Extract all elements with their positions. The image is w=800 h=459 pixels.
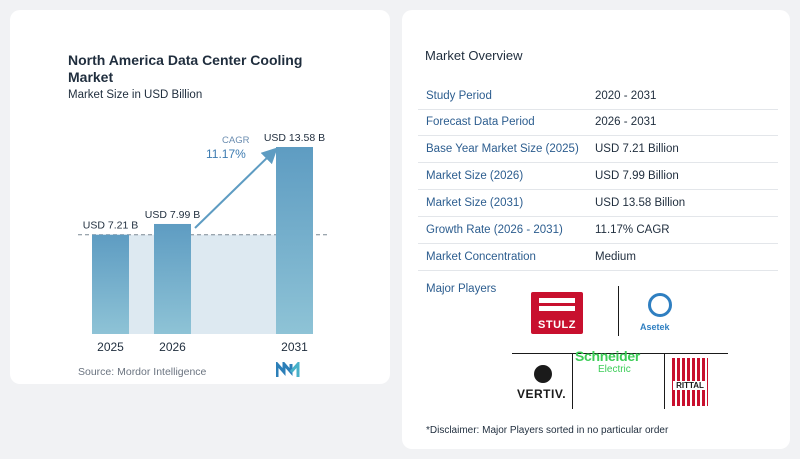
- overview-value: 11.17% CAGR: [595, 224, 670, 236]
- logo-divider: [572, 353, 573, 409]
- bar-value-label: USD 7.99 B: [145, 209, 200, 221]
- x-tick-label: 2025: [97, 340, 124, 354]
- overview-value: 2020 - 2031: [595, 90, 657, 102]
- source-text: Source: Mordor Intelligence: [78, 366, 207, 378]
- overview-key: Base Year Market Size (2025): [426, 143, 579, 155]
- overview-title: Market Overview: [425, 48, 523, 63]
- major-players-label: Major Players: [426, 283, 497, 295]
- schneider-logo-subtext: Electric: [598, 364, 631, 375]
- vertiv-logo-icon: [534, 365, 552, 383]
- overview-row: Market Size (2026) USD 7.99 Billion: [418, 164, 778, 190]
- logo-divider: [512, 353, 728, 354]
- overview-value: USD 7.99 Billion: [595, 170, 679, 182]
- bar-chart: USD 7.21 B 2025 USD 7.99 B 2026 USD 13.58 B 2…: [78, 132, 327, 354]
- overview-key: Market Concentration: [426, 251, 536, 263]
- bar-value-label: USD 13.58 B: [264, 132, 325, 144]
- overview-key: Study Period: [426, 90, 492, 102]
- rittal-logo-text: RITTAL: [673, 381, 707, 390]
- mordor-logo-icon: [276, 362, 300, 377]
- logo-divider: [664, 353, 665, 409]
- bar-2031: [276, 147, 313, 334]
- overview-row: Forecast Data Period 2026 - 2031: [418, 110, 778, 136]
- stulz-logo: STULZ: [531, 292, 583, 334]
- x-tick-label: 2031: [281, 340, 308, 354]
- x-tick-label: 2026: [159, 340, 186, 354]
- disclaimer-text: *Disclaimer: Major Players sorted in no …: [426, 425, 669, 436]
- overview-key: Market Size (2026): [426, 170, 524, 182]
- asetek-logo-icon: [648, 293, 672, 317]
- overview-card: [402, 10, 790, 449]
- overview-row: Growth Rate (2026 - 2031) 11.17% CAGR: [418, 218, 778, 244]
- overview-value: USD 7.21 Billion: [595, 143, 679, 155]
- vertiv-logo-text: VERTIV.: [517, 387, 567, 401]
- cagr-arrow: [194, 147, 278, 229]
- overview-key: Forecast Data Period: [426, 116, 535, 128]
- bar-2025: [92, 234, 129, 334]
- overview-row: Study Period 2020 - 2031: [418, 84, 778, 110]
- overview-value: USD 13.58 Billion: [595, 197, 686, 209]
- schneider-logo-text: Schneider: [575, 348, 640, 364]
- cagr-value: 11.17%: [206, 147, 246, 161]
- overview-row: Base Year Market Size (2025) USD 7.21 Bi…: [418, 137, 778, 163]
- overview-row: Market Concentration Medium: [418, 245, 778, 271]
- logo-divider: [618, 286, 619, 336]
- chart-subtitle: Market Size in USD Billion: [68, 89, 203, 101]
- chart-title: North America Data Center Cooling Market: [68, 52, 303, 85]
- cagr-label: CAGR: [222, 135, 250, 146]
- overview-row: Market Size (2031) USD 13.58 Billion: [418, 191, 778, 217]
- asetek-logo-text: Asetek: [640, 322, 670, 332]
- overview-value: 2026 - 2031: [595, 116, 657, 128]
- overview-key: Growth Rate (2026 - 2031): [426, 224, 563, 236]
- bar-value-label: USD 7.21 B: [83, 220, 138, 232]
- overview-key: Market Size (2031): [426, 197, 524, 209]
- overview-value: Medium: [595, 251, 636, 263]
- bar-2026: [154, 223, 191, 334]
